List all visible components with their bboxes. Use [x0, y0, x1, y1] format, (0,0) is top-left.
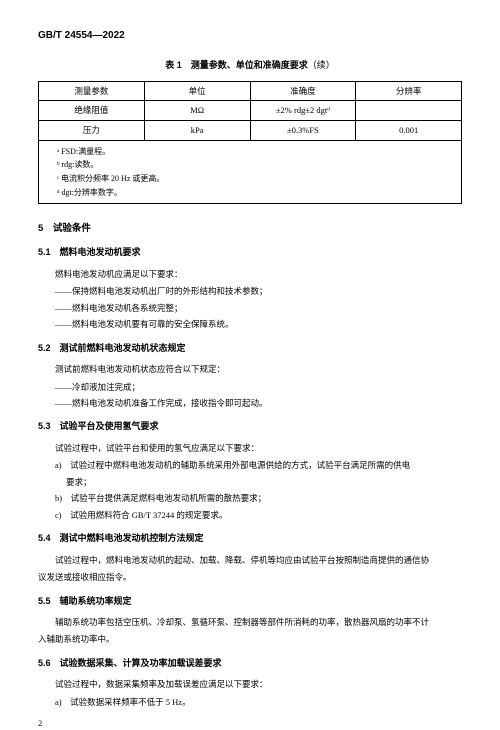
- table-row: 绝缘阻值 MΩ ±2% rdg±2 dgtᵈ: [39, 101, 462, 121]
- section-5-6-heading: 5.6 试验数据采集、计算及功率加载误差要求: [38, 657, 462, 671]
- paragraph: 试验过程中，燃料电池发动机的起动、加载、降载、停机等均应由试验平台按照制造商提供…: [38, 553, 462, 567]
- cell: MΩ: [144, 101, 250, 121]
- item-a-l1: a) 试验过程中燃料电池发动机的辅助系统采用外部电源供给的方式，试验平台满足所需…: [38, 458, 462, 472]
- list-item: ——燃料电池发动机准备工作完成，接收指令即可起动。: [38, 396, 462, 410]
- item-b: b) 试验平台提供满足燃料电池发动机所需的散热要求；: [38, 491, 462, 505]
- list-item: ——燃料电池发动机要有可靠的安全保障系统。: [38, 317, 462, 331]
- intro: 试验过程中，数据采集频率及加载误差应满足以下要求：: [38, 677, 462, 691]
- cell: ±0.3%FS: [250, 121, 356, 141]
- note: ᶜ 电流积分频率 20 Hz 或更高。: [57, 172, 451, 186]
- note: ᵈ dgt:分辨率数字。: [57, 186, 451, 200]
- cell: [356, 101, 462, 121]
- item-a-l2: 要求；: [38, 475, 462, 489]
- page-number: 2: [38, 717, 462, 730]
- section-5-heading: 5 试验条件: [38, 222, 462, 236]
- table-title-main: 表 1 测量参数、单位和准确度要求: [165, 60, 308, 70]
- hang-text: 要求；: [55, 475, 92, 489]
- section-5-3-heading: 5.3 试验平台及使用氢气要求: [38, 420, 462, 434]
- paragraph: 议发送或接收相应指令。: [38, 570, 462, 584]
- doc-header: GB/T 24554—2022: [38, 28, 462, 43]
- sec-title: 试验条件: [53, 223, 91, 234]
- sec-num: 5: [38, 223, 43, 234]
- intro: 燃料电池发动机应满足以下要求：: [38, 267, 462, 281]
- section-5-2-heading: 5.2 测试前燃料电池发动机状态规定: [38, 342, 462, 356]
- th-resolution: 分辨率: [356, 81, 462, 101]
- section-5-5-heading: 5.5 辅助系统功率规定: [38, 595, 462, 609]
- cell: kPa: [144, 121, 250, 141]
- note: ᵃ FSD:满量程。: [57, 145, 451, 159]
- table-header-row: 测量参数 单位 准确度 分辨率: [39, 81, 462, 101]
- cell: ±2% rdg±2 dgtᵈ: [250, 101, 356, 121]
- intro: 试验过程中，试验平台和使用的氢气应满足以下要求：: [38, 441, 462, 455]
- item-a: a) 试验数据采样频率不低于 5 Hz。: [38, 695, 462, 709]
- th-param: 测量参数: [39, 81, 145, 101]
- note: ᵇ rdg:读数。: [57, 158, 451, 172]
- section-5-4-heading: 5.4 测试中燃料电池发动机控制方法规定: [38, 532, 462, 546]
- th-accuracy: 准确度: [250, 81, 356, 101]
- measurement-table: 测量参数 单位 准确度 分辨率 绝缘阻值 MΩ ±2% rdg±2 dgtᵈ 压…: [38, 81, 462, 205]
- cell: 绝缘阻值: [39, 101, 145, 121]
- table-title: 表 1 测量参数、单位和准确度要求（续）: [38, 59, 462, 73]
- section-5-1-heading: 5.1 燃料电池发动机要求: [38, 246, 462, 260]
- list-item: ——保持燃料电池发动机出厂时的外形结构和技术参数；: [38, 284, 462, 298]
- paragraph: 入辅助系统功率中。: [38, 632, 462, 646]
- item-c: c) 试验用燃料符合 GB/T 37244 的规定要求。: [38, 508, 462, 522]
- table-notes: ᵃ FSD:满量程。 ᵇ rdg:读数。 ᶜ 电流积分频率 20 Hz 或更高。…: [39, 140, 462, 203]
- list-item: ——燃料电池发动机各系统完整；: [38, 301, 462, 315]
- th-unit: 单位: [144, 81, 250, 101]
- paragraph: 辅助系统功率包括空压机、冷却泵、氢循环泵、控制器等部件所消耗的功率，散热器风扇的…: [38, 615, 462, 629]
- table-notes-row: ᵃ FSD:满量程。 ᵇ rdg:读数。 ᶜ 电流积分频率 20 Hz 或更高。…: [39, 140, 462, 203]
- intro: 测试前燃料电池发动机状态应符合以下规定：: [38, 362, 462, 376]
- list-item: ——冷却液加注完成；: [38, 380, 462, 394]
- table-title-cont: （续）: [308, 60, 335, 70]
- table-row: 压力 kPa ±0.3%FS 0.001: [39, 121, 462, 141]
- cell: 0.001: [356, 121, 462, 141]
- cell: 压力: [39, 121, 145, 141]
